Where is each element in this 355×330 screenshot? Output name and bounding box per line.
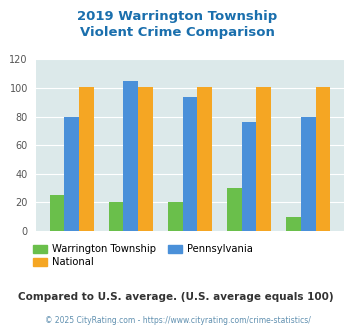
Bar (79, 86, 94, 231)
Bar (227, 188, 242, 231)
Bar (182, 97, 197, 231)
Bar (286, 217, 301, 231)
Bar (109, 202, 124, 231)
Legend: Warrington Township, National, Pennsylvania: Warrington Township, National, Pennsylva… (33, 244, 253, 267)
Bar (138, 86, 153, 231)
Bar (316, 86, 330, 231)
Bar (242, 122, 256, 231)
Bar (50, 195, 64, 231)
Text: 2019 Warrington Township
Violent Crime Comparison: 2019 Warrington Township Violent Crime C… (77, 10, 278, 39)
Bar (124, 81, 138, 231)
Bar (168, 202, 182, 231)
Bar (197, 86, 212, 231)
Bar (301, 116, 316, 231)
Bar (64, 116, 79, 231)
Text: © 2025 CityRating.com - https://www.cityrating.com/crime-statistics/: © 2025 CityRating.com - https://www.city… (45, 315, 310, 325)
Text: Compared to U.S. average. (U.S. average equals 100): Compared to U.S. average. (U.S. average … (18, 292, 333, 302)
Bar (256, 86, 271, 231)
